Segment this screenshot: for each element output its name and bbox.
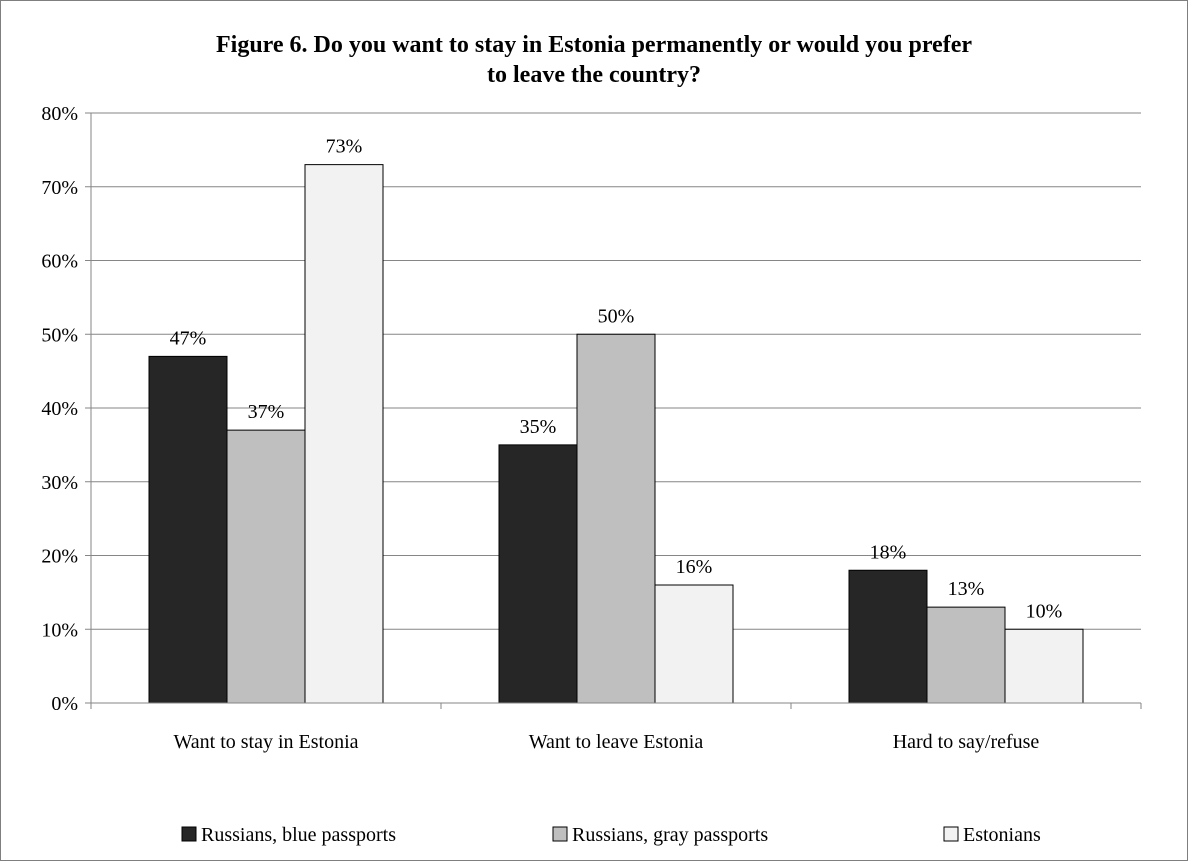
data-label: 73% — [326, 136, 363, 158]
bar — [848, 569, 928, 704]
y-tick-label: 0% — [51, 693, 78, 715]
legend-label: Russians, blue passports — [201, 824, 396, 846]
legend: Russians, blue passports Russians, gray p… — [181, 824, 1041, 846]
x-axis: Want to stay in Estonia Want to leave Est… — [90, 702, 1142, 753]
y-tick-label: 10% — [41, 619, 78, 641]
data-label: 35% — [520, 416, 557, 438]
chart-title-line2: to leave the country? — [487, 62, 701, 88]
legend-swatch — [943, 826, 959, 842]
y-axis: 0% 10% 20% 30% 40% 50% 60% 70% 80% — [41, 103, 92, 715]
chart-title-line1: Figure 6. Do you want to stay in Estonia… — [216, 32, 972, 58]
y-tick-label: 70% — [41, 177, 78, 199]
y-tick-label: 80% — [41, 103, 78, 125]
x-category-label: Want to leave Estonia — [529, 731, 704, 753]
x-category-label: Want to stay in Estonia — [173, 731, 358, 753]
data-label: 13% — [948, 578, 985, 600]
data-label: 50% — [598, 305, 635, 327]
bar — [926, 606, 1006, 704]
bar — [226, 429, 306, 704]
bar — [304, 164, 384, 704]
y-tick-label: 30% — [41, 472, 78, 494]
data-label: 16% — [676, 556, 713, 578]
y-tick-label: 50% — [41, 324, 78, 346]
x-category-label: Hard to say/refuse — [893, 731, 1040, 753]
bar — [576, 333, 656, 704]
bar — [1004, 628, 1084, 704]
y-tick-label: 40% — [41, 398, 78, 420]
data-label: 10% — [1026, 600, 1063, 622]
legend-swatch — [181, 826, 197, 842]
bar — [498, 444, 578, 704]
data-labels: 47% 37% 73% 35% 50% 16% 18% 13% 10% — [170, 136, 1063, 623]
legend-swatch — [552, 826, 568, 842]
data-label: 37% — [248, 401, 285, 423]
bar — [654, 584, 734, 704]
bar — [148, 355, 228, 704]
bars — [148, 164, 1084, 704]
data-label: 18% — [870, 541, 907, 563]
y-tick-label: 20% — [41, 546, 78, 568]
y-tick-label: 60% — [41, 251, 78, 273]
data-label: 47% — [170, 327, 207, 349]
legend-label: Estonians — [963, 824, 1041, 846]
legend-label: Russians, gray passports — [572, 824, 768, 846]
